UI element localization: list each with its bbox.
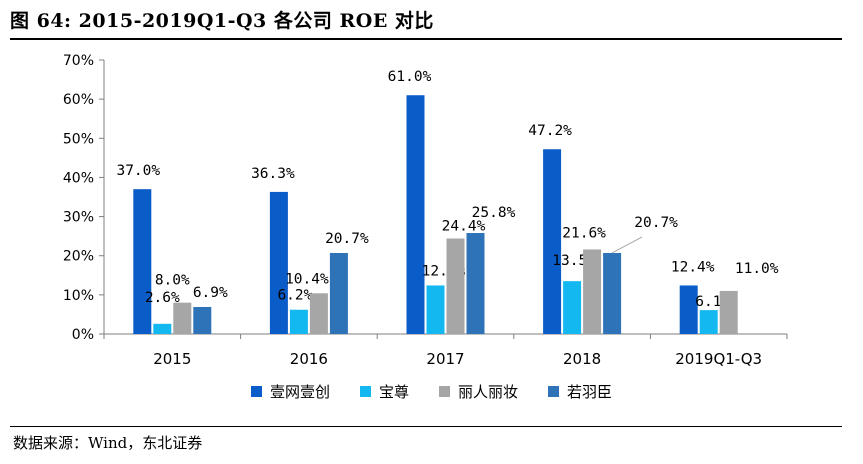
data-label: 2.6% xyxy=(145,290,180,306)
source-note: 数据来源：Wind，东北证券 xyxy=(13,434,203,452)
legend-item: 若羽臣 xyxy=(548,381,612,402)
data-label: 61.0% xyxy=(388,69,432,85)
legend-label: 壹网壹创 xyxy=(269,383,330,401)
chart-legend: 壹网壹创 宝尊 丽人丽妆 若羽臣 xyxy=(0,381,863,402)
legend-swatch xyxy=(439,386,450,397)
y-tick-label: 50% xyxy=(63,131,94,147)
title-rule xyxy=(10,38,842,40)
legend-item: 丽人丽妆 xyxy=(439,381,518,402)
bar xyxy=(563,281,582,334)
source-rule xyxy=(10,426,842,427)
bar xyxy=(173,302,192,334)
bar xyxy=(583,249,602,334)
bar xyxy=(543,149,562,334)
bar xyxy=(446,238,465,334)
data-label: 12.4% xyxy=(671,259,715,275)
data-label: 8.0% xyxy=(155,273,190,289)
legend-label: 若羽臣 xyxy=(567,383,613,401)
bar xyxy=(309,293,328,334)
y-tick-label: 20% xyxy=(63,249,94,265)
y-tick-label: 30% xyxy=(63,210,94,226)
bar xyxy=(329,252,348,334)
legend-swatch xyxy=(250,386,262,397)
bar xyxy=(153,323,172,334)
data-label: 10.4% xyxy=(285,271,329,287)
x-category-label: 2016 xyxy=(290,350,328,368)
bar xyxy=(289,309,308,334)
legend-label: 丽人丽妆 xyxy=(458,383,519,401)
data-label: 11.0% xyxy=(735,261,779,277)
data-label: 20.7% xyxy=(325,231,369,247)
data-label: 47.2% xyxy=(528,123,572,139)
x-category-label: 2019Q1-Q3 xyxy=(675,350,762,368)
bar xyxy=(466,233,485,334)
data-label: 25.8% xyxy=(472,205,516,221)
legend-item: 壹网壹创 xyxy=(250,381,330,402)
x-category-label: 2017 xyxy=(426,350,464,368)
legend-swatch xyxy=(359,386,371,397)
y-tick-label: 40% xyxy=(63,170,94,186)
bar xyxy=(193,306,212,334)
legend-swatch xyxy=(548,386,560,397)
y-tick-label: 60% xyxy=(63,92,94,108)
bar xyxy=(406,95,425,334)
bar xyxy=(269,191,288,334)
bar xyxy=(679,285,698,334)
data-label: 6.9% xyxy=(193,285,228,301)
x-category-label: 2015 xyxy=(153,350,191,368)
bar xyxy=(603,252,622,334)
data-label: 6.2% xyxy=(277,288,312,304)
data-label: 37.0% xyxy=(116,163,160,179)
data-label: 36.3% xyxy=(251,166,295,182)
bar xyxy=(133,189,152,334)
roe-bar-chart: 0% 10% 20% 30% 40% 50% 60% 70% 37.0% 2.6%8.0%6.9%… xyxy=(63,53,788,368)
data-label: 20.7% xyxy=(634,215,678,231)
y-tick-label: 10% xyxy=(63,288,94,304)
y-tick-label: 0% xyxy=(72,327,94,343)
bar xyxy=(426,285,445,334)
legend-item: 宝尊 xyxy=(359,381,409,402)
legend-label: 宝尊 xyxy=(378,383,409,401)
x-category-label: 2018 xyxy=(563,350,601,368)
data-label: 21.6% xyxy=(562,225,606,241)
y-tick-label: 70% xyxy=(63,53,94,69)
figure-title: 图 64: 2015-2019Q1-Q3 各公司 ROE 对比 xyxy=(10,10,434,32)
data-label: 24.4% xyxy=(442,218,486,234)
leader-line xyxy=(611,236,643,254)
bar xyxy=(719,290,738,334)
bar xyxy=(699,310,718,334)
